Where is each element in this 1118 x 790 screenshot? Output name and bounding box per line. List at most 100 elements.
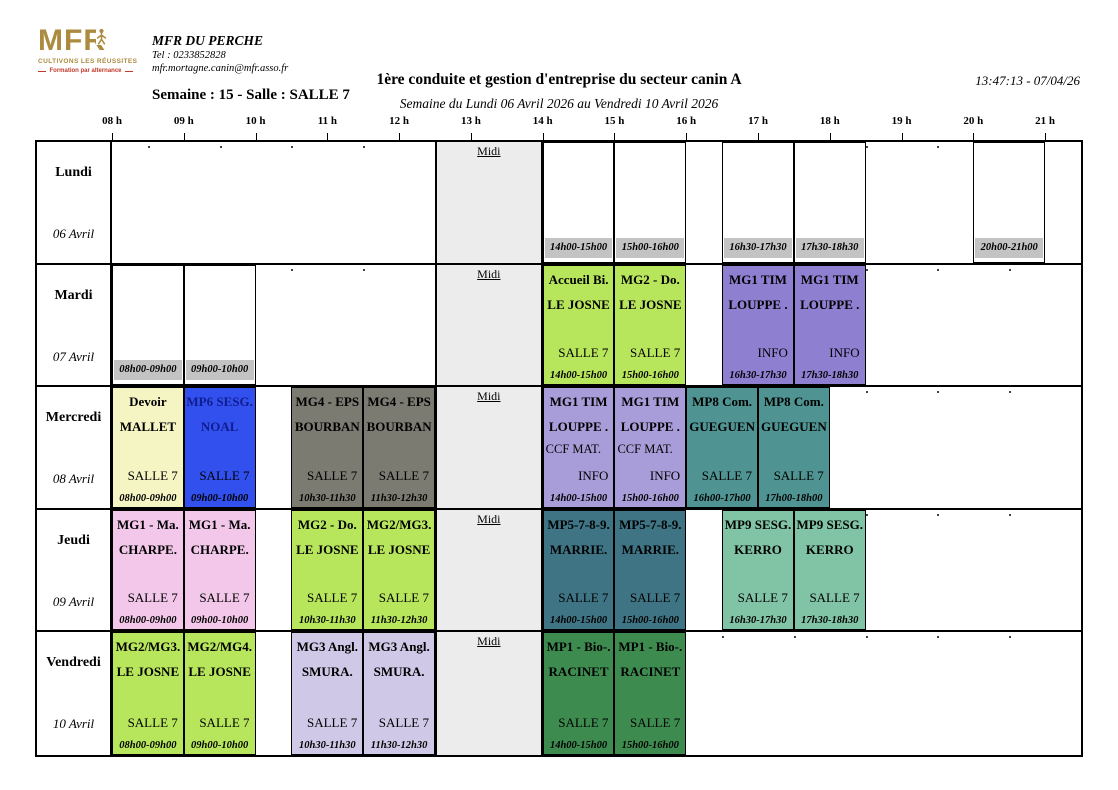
course-room: SALLE 7: [199, 714, 250, 730]
time-label: 18 h: [819, 115, 840, 127]
course-teacher: LOUPPE .: [728, 296, 788, 312]
course-time: 09h00-10h00: [191, 739, 249, 751]
course-block[interactable]: MG2/MG3. LE JOSNE SALLE 7 11h30-12h30: [363, 509, 435, 631]
empty-slot: 09h00-10h00: [183, 264, 256, 386]
course-room: SALLE 7: [737, 590, 788, 606]
course-block[interactable]: Devoir MALLET SALLE 7 08h00-09h00: [112, 387, 184, 508]
course-block[interactable]: MP8 Com. GUEGUEN SALLE 7 16h00-17h00: [686, 387, 758, 508]
course-teacher: MALLET: [119, 419, 177, 435]
midi-block: Midi: [435, 509, 543, 631]
course-teacher: BOURBAN: [294, 419, 360, 435]
logo-subtagline-text: Formation par alternance: [49, 68, 122, 74]
midi-block: Midi: [435, 387, 543, 508]
course-block[interactable]: MG4 - EPS BOURBAN SALLE 7 11h30-12h30: [363, 387, 435, 508]
half-hour-tick: [937, 391, 940, 394]
day-grid-area: Midi 08h00-09h00 09h00-10h00 Accueil Bi. LE …: [112, 264, 1081, 386]
day-grid-area: Midi Devoir MALLET SALLE 7 08h00-09h00 MP6 SE…: [112, 387, 1081, 508]
half-hour-tick: [1009, 268, 1012, 271]
course-teacher: CHARPE.: [118, 541, 177, 557]
course-block[interactable]: MP8 Com. GUEGUEN SALLE 7 17h00-18h00: [758, 387, 830, 508]
hour-tick: [327, 133, 329, 140]
course-time: 17h30-18h30: [801, 615, 859, 627]
org-name: MFR DU PERCHE: [152, 33, 264, 48]
time-label: 10 h: [245, 115, 266, 127]
half-hour-tick: [865, 391, 868, 394]
course-title: MP9 SESG.: [796, 516, 863, 532]
course-time: 16h00-17h00: [693, 492, 751, 504]
course-room: SALLE 7: [307, 467, 358, 483]
course-title: Devoir: [129, 394, 167, 410]
course-room: INFO: [649, 467, 681, 483]
day-row: Jeudi 09 Avril Midi MG1 - Ma. CHARPE. SALLE 7…: [37, 509, 1081, 633]
course-room: INFO: [578, 467, 609, 483]
course-block[interactable]: MP1 - Bio-. RACINET SALLE 7 15h00-16h00: [614, 632, 687, 755]
course-time: 08h00-09h00: [119, 492, 177, 504]
hour-tick: [829, 133, 831, 140]
course-title: MP5-7-8-9.: [619, 516, 682, 532]
course-block[interactable]: MG1 - Ma. CHARPE. SALLE 7 08h00-09h00: [112, 509, 184, 631]
half-hour-tick: [793, 636, 796, 639]
slot-time-label: 14h00-15h00: [544, 237, 613, 258]
time-label: 20 h: [963, 115, 984, 127]
course-block[interactable]: MG2 - Do. LE JOSNE SALLE 7 10h30-11h30: [291, 509, 364, 631]
course-title: MG3 Angl.: [296, 639, 359, 655]
course-block[interactable]: MG1 TIM LOUPPE . CCF MAT. INFO 14h00-15h00: [542, 387, 615, 508]
hour-tick: [112, 133, 113, 140]
course-title: Accueil Bi.: [548, 271, 609, 287]
course-block[interactable]: MG2/MG3. LE JOSNE SALLE 7 08h00-09h00: [112, 632, 184, 755]
course-time: 08h00-09h00: [119, 615, 177, 627]
course-block[interactable]: MG1 TIM LOUPPE . INFO 17h30-18h30: [793, 264, 866, 386]
half-hour-tick: [937, 146, 940, 148]
course-teacher: NOAL: [200, 419, 239, 435]
course-teacher: LE JOSNE: [619, 296, 682, 312]
course-time: 11h30-12h30: [370, 615, 428, 627]
day-date: 06 Avril: [52, 226, 95, 241]
course-teacher: SMURA.: [373, 664, 425, 680]
course-block[interactable]: MG4 - EPS BOURBAN SALLE 7 10h30-11h30: [291, 387, 364, 508]
course-block[interactable]: MG3 Angl. SMURA. SALLE 7 10h30-11h30: [291, 632, 364, 755]
course-title: MP8 Com.: [692, 394, 753, 410]
course-teacher: GUEGUEN: [689, 419, 755, 435]
course-block[interactable]: MP9 SESG. KERRO SALLE 7 17h30-18h30: [793, 509, 866, 631]
course-title: MP8 Com.: [763, 394, 824, 410]
course-block[interactable]: MP5-7-8-9. MARRIE. SALLE 7 15h00-16h00: [614, 509, 687, 631]
course-room: SALLE 7: [558, 714, 609, 730]
day-grid-area: Midi 14h00-15h00 15h00-16h00 16h30-17h30 17h…: [112, 142, 1081, 263]
course-block[interactable]: MP9 SESG. KERRO SALLE 7 16h30-17h30: [722, 509, 794, 631]
course-room: SALLE 7: [809, 590, 860, 606]
course-teacher: RACINET: [548, 664, 609, 680]
course-note: CCF MAT.: [545, 442, 601, 457]
course-block[interactable]: MG2/MG4. LE JOSNE SALLE 7 09h00-10h00: [183, 632, 256, 755]
course-block[interactable]: MP5-7-8-9. MARRIE. SALLE 7 14h00-15h00: [542, 509, 615, 631]
course-title: MP5-7-8-9.: [547, 516, 610, 532]
course-block[interactable]: MG1 - Ma. CHARPE. SALLE 7 09h00-10h00: [183, 509, 256, 631]
course-block[interactable]: MP1 - Bio-. RACINET SALLE 7 14h00-15h00: [542, 632, 615, 755]
midi-block: Midi: [435, 632, 543, 755]
week-range-subtitle: Semaine du Lundi 06 Avril 2026 au Vendre…: [399, 96, 719, 111]
course-block[interactable]: MG3 Angl. SMURA. SALLE 7 11h30-12h30: [363, 632, 435, 755]
course-room: SALLE 7: [378, 467, 429, 483]
course-block[interactable]: MG1 TIM LOUPPE . INFO 16h30-17h30: [722, 264, 794, 386]
course-room: SALLE 7: [307, 714, 358, 730]
course-block[interactable]: MP6 SESG. NOAL SALLE 7 09h00-10h00: [183, 387, 256, 508]
day-header-cell: Jeudi 09 Avril: [37, 509, 112, 631]
half-hour-tick: [937, 268, 940, 271]
course-room: SALLE 7: [127, 590, 178, 606]
slot-time-label: 20h00-21h00: [975, 237, 1044, 258]
course-time: 16h30-17h30: [729, 370, 787, 382]
course-block[interactable]: Accueil Bi. LE JOSNE SALLE 7 14h00-15h00: [542, 264, 615, 386]
empty-slot: 08h00-09h00: [112, 264, 184, 386]
half-hour-tick: [291, 268, 294, 271]
dash-right: [124, 70, 133, 72]
course-teacher: BOURBAN: [366, 419, 432, 435]
course-time: 14h00-15h00: [549, 370, 608, 382]
half-hour-tick: [1009, 636, 1012, 639]
print-timestamp: 13:47:13 - 07/04/26: [975, 73, 1080, 88]
course-block[interactable]: MG1 TIM LOUPPE . CCF MAT. INFO 15h00-16h00: [614, 387, 687, 508]
course-room: INFO: [757, 345, 788, 361]
half-hour-tick: [147, 146, 150, 148]
course-title: MG2/MG4.: [187, 639, 252, 655]
half-hour-tick: [1009, 391, 1012, 394]
course-time: 11h30-12h30: [370, 492, 428, 504]
course-block[interactable]: MG2 - Do. LE JOSNE SALLE 7 15h00-16h00: [614, 264, 687, 386]
